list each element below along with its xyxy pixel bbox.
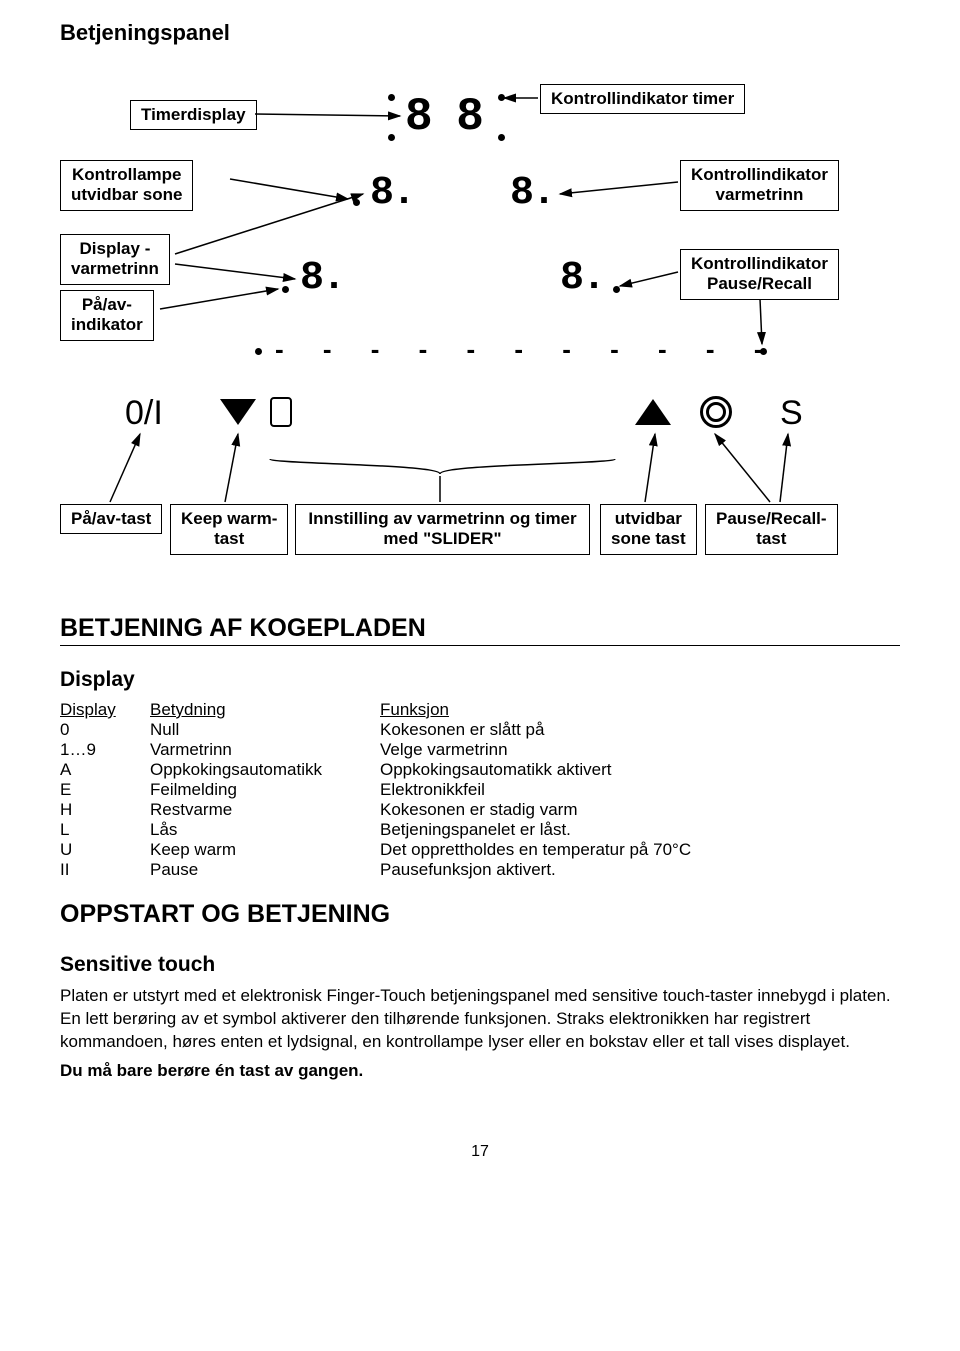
th-betydning: Betydning bbox=[150, 700, 380, 720]
display-heading: Display bbox=[60, 668, 900, 692]
seg-bot-right: 8. bbox=[560, 259, 604, 299]
th-display: Display bbox=[60, 700, 150, 720]
dot bbox=[388, 134, 395, 141]
table-row: LLåsBetjeningspanelet er låst. bbox=[60, 820, 900, 840]
dot bbox=[282, 286, 289, 293]
table-row: AOppkokingsautomatikkOppkokingsautomatik… bbox=[60, 760, 900, 780]
cell-display: U bbox=[60, 840, 150, 860]
dot bbox=[388, 94, 395, 101]
cell-betydning: Oppkokingsautomatikk bbox=[150, 760, 380, 780]
cell-funksjon: Oppkokingsautomatikk aktivert bbox=[380, 760, 900, 780]
cell-betydning: Varmetrinn bbox=[150, 740, 380, 760]
cell-funksjon: Betjeningspanelet er låst. bbox=[380, 820, 900, 840]
table-row: HRestvarmeKokesonen er stadig varm bbox=[60, 800, 900, 820]
cell-funksjon: Kokesonen er slått på bbox=[380, 720, 900, 740]
s-icon: S bbox=[780, 394, 803, 433]
dot bbox=[498, 94, 505, 101]
table-row: EFeilmeldingElektronikkfeil bbox=[60, 780, 900, 800]
table-row: UKeep warmDet opprettholdes en temperatu… bbox=[60, 840, 900, 860]
label-slider: Innstilling av varmetrinn og timermed "S… bbox=[295, 504, 590, 555]
page-number: 17 bbox=[60, 1143, 900, 1161]
cell-betydning: Feilmelding bbox=[150, 780, 380, 800]
down-icon bbox=[220, 399, 256, 425]
label-kontrollindikator-timer: Kontrollindikator timer bbox=[540, 84, 745, 114]
dot bbox=[498, 134, 505, 141]
up-icon bbox=[635, 399, 671, 425]
page-title: Betjeningspanel bbox=[60, 20, 900, 46]
label-kontrollindikator-varmetrinn: Kontrollindikatorvarmetrinn bbox=[680, 160, 839, 211]
section-betjening: BETJENING AF KOGEPLADEN bbox=[60, 614, 900, 646]
cell-funksjon: Det opprettholdes en temperatur på 70°C bbox=[380, 840, 900, 860]
cell-funksjon: Pausefunksjon aktivert. bbox=[380, 860, 900, 880]
sensitive-heading: Sensitive touch bbox=[60, 953, 900, 977]
label-utvidbar-sone-tast: utvidbarsone tast bbox=[600, 504, 697, 555]
cell-display: L bbox=[60, 820, 150, 840]
seg-mid-left: 8. bbox=[370, 174, 414, 214]
table-row: 1…9VarmetrinnVelge varmetrinn bbox=[60, 740, 900, 760]
sensitive-bold-line: Du må bare berøre én tast av gangen. bbox=[60, 1060, 900, 1083]
cell-betydning: Restvarme bbox=[150, 800, 380, 820]
label-kontrollampe-utvidbar: Kontrollampeutvidbar sone bbox=[60, 160, 193, 211]
cell-betydning: Keep warm bbox=[150, 840, 380, 860]
slider-dashes: - - - - - - - - - - - bbox=[275, 334, 778, 365]
seg-mid-right: 8. bbox=[510, 174, 554, 214]
seg-bot-left: 8. bbox=[300, 259, 344, 299]
dot bbox=[613, 286, 620, 293]
keep-warm-icon bbox=[270, 397, 292, 427]
th-funksjon: Funksjon bbox=[380, 700, 900, 720]
label-paa-av-tast: På/av-tast bbox=[60, 504, 162, 534]
cell-funksjon: Elektronikkfeil bbox=[380, 780, 900, 800]
label-keep-warm-tast: Keep warm-tast bbox=[170, 504, 288, 555]
cell-display: II bbox=[60, 860, 150, 880]
control-panel-diagram: Timerdisplay Kontrollampeutvidbar sone D… bbox=[60, 64, 900, 584]
cell-funksjon: Kokesonen er stadig varm bbox=[380, 800, 900, 820]
zone-icon bbox=[700, 396, 732, 428]
cell-display: 1…9 bbox=[60, 740, 150, 760]
cell-betydning: Pause bbox=[150, 860, 380, 880]
label-pause-recall-tast: Pause/Recall-tast bbox=[705, 504, 838, 555]
table-row: 0NullKokesonen er slått på bbox=[60, 720, 900, 740]
cell-display: 0 bbox=[60, 720, 150, 740]
cell-display: E bbox=[60, 780, 150, 800]
cell-betydning: Lås bbox=[150, 820, 380, 840]
label-display-varmetrinn: Display -varmetrinn bbox=[60, 234, 170, 285]
dot bbox=[760, 348, 767, 355]
seg-timer: 8 8 bbox=[405, 94, 482, 140]
table-row: IIPausePausefunksjon aktivert. bbox=[60, 860, 900, 880]
section-oppstart: OPPSTART OG BETJENING bbox=[60, 900, 900, 931]
label-kontrollindikator-pause: KontrollindikatorPause/Recall bbox=[680, 249, 839, 300]
dot bbox=[353, 199, 360, 206]
dot bbox=[255, 348, 262, 355]
sensitive-paragraph: Platen er utstyrt med et elektronisk Fin… bbox=[60, 985, 900, 1054]
power-icon: 0/I bbox=[125, 394, 163, 433]
label-paa-av-indikator: På/av-indikator bbox=[60, 290, 154, 341]
cell-betydning: Null bbox=[150, 720, 380, 740]
cell-display: A bbox=[60, 760, 150, 780]
display-table: Display Betydning Funksjon 0NullKokesone… bbox=[60, 700, 900, 880]
cell-display: H bbox=[60, 800, 150, 820]
cell-funksjon: Velge varmetrinn bbox=[380, 740, 900, 760]
label-timerdisplay: Timerdisplay bbox=[130, 100, 257, 130]
